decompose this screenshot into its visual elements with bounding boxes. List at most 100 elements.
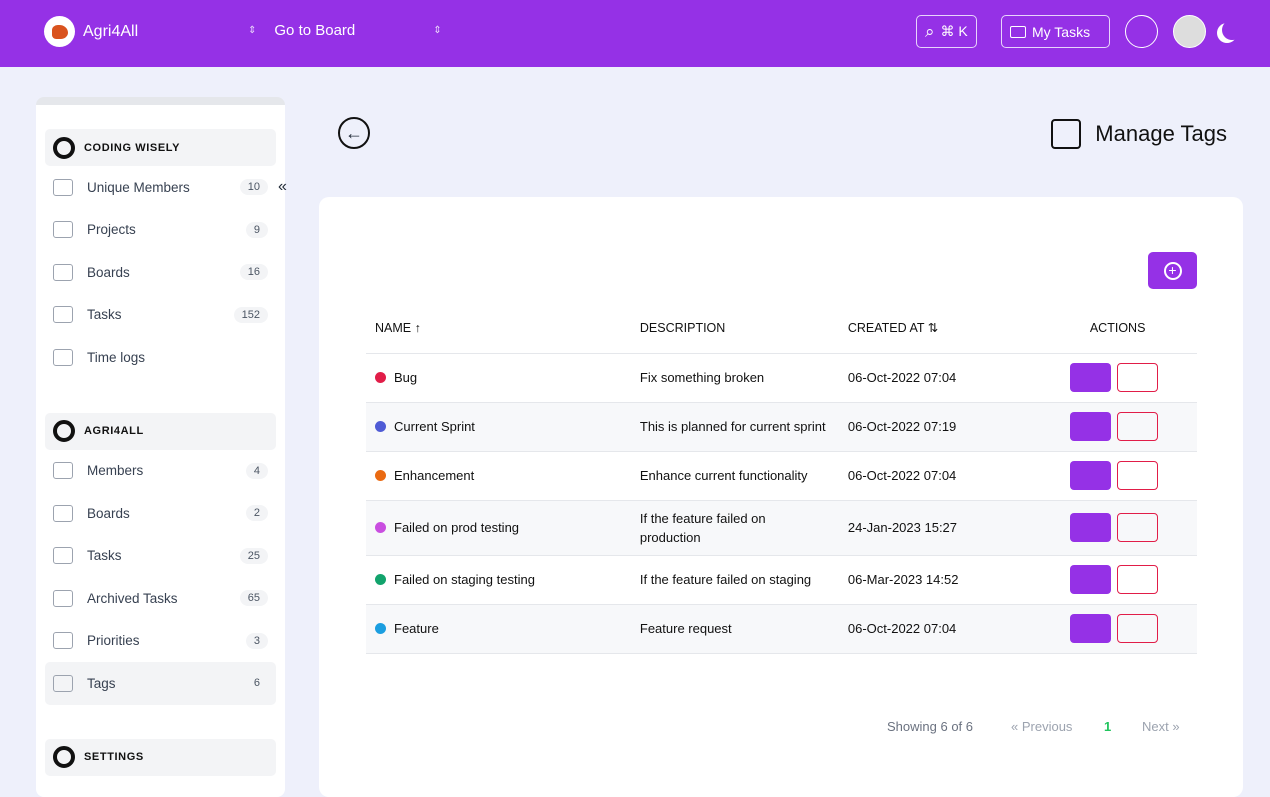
- tasks-icon: [1010, 25, 1026, 38]
- header-row: NAME ↑ DESCRIPTION CREATED AT ⇅ ACTIONS: [366, 303, 1197, 354]
- edit-button[interactable]: [1069, 412, 1111, 441]
- edit-button[interactable]: [1069, 614, 1111, 643]
- next-page[interactable]: Next »: [1142, 719, 1180, 734]
- nav-item[interactable]: Members 4: [45, 450, 276, 493]
- nav-label: Tasks: [87, 548, 122, 564]
- search-icon: ⌕: [925, 21, 935, 41]
- page-header: Manage Tags: [1051, 119, 1227, 149]
- nav-count: 9: [245, 221, 268, 238]
- tag-row: Bug Fix something broken 06-Oct-2022 07:04: [366, 353, 1197, 403]
- tags-table: NAME ↑ DESCRIPTION CREATED AT ⇅ ACTIONS Bug F…: [366, 303, 1197, 654]
- edit-button[interactable]: [1069, 565, 1111, 594]
- brand[interactable]: Agri4All: [44, 16, 138, 47]
- nav-count: 3: [245, 632, 268, 649]
- back-button[interactable]: ←: [338, 117, 370, 149]
- delete-button[interactable]: [1116, 565, 1158, 594]
- tag-description: If the feature failed on staging: [630, 555, 839, 605]
- add-icon: +: [1163, 261, 1182, 280]
- name-cell: Failed on staging testing: [366, 555, 631, 605]
- add-tag-button[interactable]: +: [1148, 252, 1197, 289]
- tag-created-at: 06-Oct-2022 07:04: [838, 451, 1031, 501]
- nav-item[interactable]: Boards 2: [45, 492, 276, 535]
- nav-item[interactable]: Projects 9: [45, 209, 276, 252]
- tag-description: Enhance current functionality: [630, 451, 839, 501]
- nav-item[interactable]: Boards 16: [45, 251, 276, 294]
- column-header: CREATED AT ⇅: [838, 303, 1031, 354]
- showing-count: Showing 6 of 6: [887, 719, 974, 734]
- previous-page[interactable]: « Previous: [1011, 719, 1073, 734]
- table-body: Bug Fix something broken 06-Oct-2022 07:04…: [366, 353, 1197, 654]
- nav-label: Members: [87, 463, 144, 479]
- avatar[interactable]: [1173, 15, 1206, 48]
- nav-label: Projects: [87, 222, 136, 238]
- nav-icon: [53, 504, 73, 522]
- nav-item[interactable]: Archived Tasks 65: [45, 577, 276, 620]
- nav-item[interactable]: Priorities 3: [45, 620, 276, 663]
- nav-label: Boards: [87, 505, 130, 521]
- nav-count: 25: [239, 547, 268, 564]
- tag-row: Enhancement Enhance current functionality…: [366, 451, 1197, 501]
- section-icon: [53, 136, 75, 159]
- delete-button[interactable]: [1116, 461, 1158, 490]
- section-title: CODING WISELY: [84, 141, 181, 154]
- tag-row: Failed on prod testing If the feature fai…: [366, 500, 1197, 556]
- name-cell: Bug: [366, 353, 631, 403]
- tag-created-at: 06-Mar-2023 14:52: [838, 555, 1031, 605]
- page-number[interactable]: 1: [1104, 719, 1112, 734]
- column-label: ACTIONS: [1089, 320, 1146, 335]
- edit-button[interactable]: [1069, 363, 1111, 392]
- tag-created-at: 06-Oct-2022 07:04: [838, 604, 1031, 654]
- delete-button[interactable]: [1116, 363, 1158, 392]
- nav-icon: [53, 589, 73, 607]
- tag-name: Current Sprint: [394, 419, 475, 434]
- theme-toggle[interactable]: [1222, 20, 1242, 40]
- search-button[interactable]: ⌕ ⌘ K: [916, 15, 977, 48]
- logo: [44, 16, 75, 47]
- section-header: SETTINGS: [45, 738, 276, 776]
- tag-name: Enhancement: [394, 468, 475, 483]
- tag-description: This is planned for current sprint: [630, 402, 839, 452]
- nav-icon: [53, 674, 73, 692]
- nav-item[interactable]: Time logs: [45, 336, 276, 379]
- edit-button[interactable]: [1069, 461, 1111, 490]
- sort-icon: ↑: [411, 320, 421, 335]
- nav-item[interactable]: Tags 6: [45, 662, 276, 705]
- nav-label: Tags: [87, 675, 116, 691]
- sidebar: CODING WISELY Unique Members 10 Projects 9 Bo…: [36, 97, 285, 797]
- actions-cell: [1030, 451, 1197, 501]
- nav-item[interactable]: Unique Members 10: [45, 166, 276, 209]
- board-select[interactable]: ⇕ Go to Board ⇕: [248, 22, 442, 39]
- edit-button[interactable]: [1069, 513, 1111, 542]
- nav-count: 10: [239, 179, 268, 196]
- section-icon: [53, 746, 75, 768]
- tag-color: [375, 623, 386, 634]
- delete-button[interactable]: [1116, 513, 1158, 542]
- board-select-label: Go to Board: [274, 22, 356, 39]
- nav-icon: [53, 263, 73, 281]
- delete-button[interactable]: [1116, 412, 1158, 441]
- column-label: CREATED AT: [847, 321, 925, 336]
- nav-label: Time logs: [87, 349, 146, 365]
- name-cell: Failed on prod testing: [366, 500, 631, 556]
- delete-button[interactable]: [1116, 614, 1158, 643]
- notifications[interactable]: [1125, 15, 1158, 48]
- my-tasks-button[interactable]: My Tasks: [1001, 15, 1110, 48]
- nav-label: Boards: [87, 264, 130, 280]
- actions-cell: [1030, 555, 1197, 605]
- nav-item[interactable]: Tasks 152: [45, 294, 276, 337]
- nav-count: 152: [233, 306, 268, 323]
- caret: ⇕: [433, 25, 442, 36]
- nav-icon: [53, 178, 73, 196]
- tag-name: Failed on staging testing: [394, 572, 535, 587]
- tags-icon: [1051, 119, 1082, 149]
- actions-cell: [1030, 500, 1197, 556]
- tag-row: Failed on staging testing If the feature …: [366, 555, 1197, 605]
- nav-icon: [53, 348, 73, 366]
- tag-created-at: 06-Oct-2022 07:04: [838, 353, 1031, 403]
- nav-item[interactable]: Tasks 25: [45, 535, 276, 578]
- nav-label: Archived Tasks: [87, 590, 178, 606]
- tags-card: + NAME ↑ DESCRIPTION CREATED AT ⇅ ACTIONS Bu…: [319, 197, 1243, 797]
- tag-color: [375, 470, 386, 481]
- section-header: CODING WISELY: [45, 129, 276, 166]
- collapse-sidebar[interactable]: «: [278, 178, 287, 195]
